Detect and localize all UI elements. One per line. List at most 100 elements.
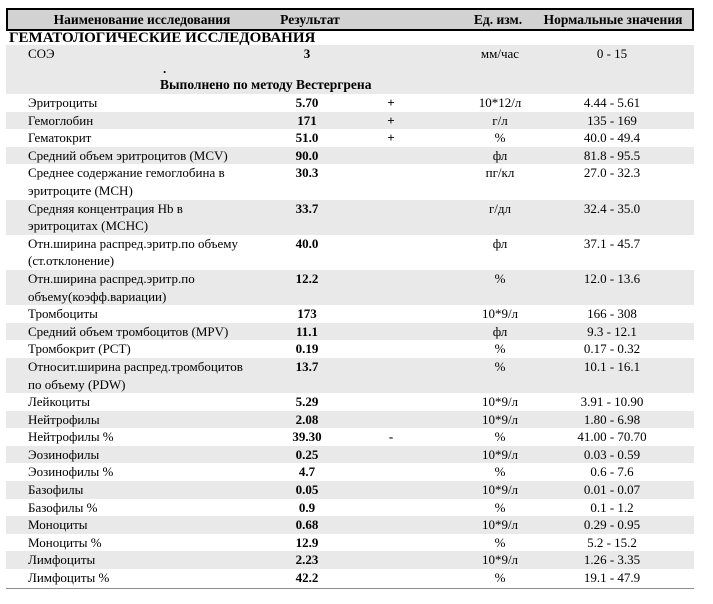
results-rows: Эритроциты 5.70 + 10*12/л 4.44 - 5.61 Ге… xyxy=(6,94,694,587)
test-name: Относит.ширина распред.тромбоцитов по об… xyxy=(28,358,243,392)
normal-range: 81.8 - 95.5 xyxy=(583,147,641,163)
result-value: 51.0 xyxy=(295,130,319,146)
column-header-result: Результат xyxy=(280,11,340,27)
result-value: 0.68 xyxy=(295,517,319,533)
table-row: СОЭ 3 мм/час 0 - 15 xyxy=(6,45,694,62)
unit-value: 10*9/л xyxy=(481,517,519,533)
normal-range: 166 - 308 xyxy=(587,306,637,322)
unit-value: % xyxy=(494,270,506,286)
table-row: Средняя концентрация Hb в эритроцитах (M… xyxy=(6,199,694,235)
unit-value: 10*9/л xyxy=(481,446,519,462)
unit-value: пг/кл xyxy=(485,165,515,181)
unit-value: % xyxy=(494,499,506,515)
result-value: 13.7 xyxy=(295,358,319,374)
unit-value: 10*9/л xyxy=(481,306,519,322)
test-name: Отн.ширина распред.эритр.по объему(коэфф… xyxy=(28,270,195,304)
result-flag: + xyxy=(387,130,395,146)
result-value: 3 xyxy=(303,46,311,61)
normal-range: 37.1 - 45.7 xyxy=(583,235,641,251)
test-name: Тромбокрит (PCT) xyxy=(28,341,131,357)
result-flag: + xyxy=(387,95,395,110)
result-value: 42.2 xyxy=(295,570,319,586)
result-value: 90.0 xyxy=(295,147,319,163)
normal-range: 3.91 - 10.90 xyxy=(580,394,644,410)
table-row: Базофилы 0.05 10*9/л 0.01 - 0.07 xyxy=(6,481,694,499)
test-name: Тромбоциты xyxy=(28,306,98,322)
unit-value: фл xyxy=(492,323,508,339)
unit-value: фл xyxy=(492,147,508,163)
unit-value: % xyxy=(494,130,506,146)
table-row: Отн.ширина распред.эритр.по объему(коэфф… xyxy=(6,269,694,306)
normal-range: 0.6 - 7.6 xyxy=(590,464,634,480)
section-title: ГЕМАТОЛОГИЧЕСКИЕ ИССЛЕДОВАНИЯ xyxy=(9,30,316,46)
table-row: Относит.ширина распред.тромбоцитов по об… xyxy=(6,357,694,394)
normal-range: 27.0 - 32.3 xyxy=(583,165,641,181)
normal-range: 10.1 - 16.1 xyxy=(583,358,641,374)
normal-range: 0.1 - 1.2 xyxy=(590,499,634,515)
result-value: 0.9 xyxy=(298,499,316,515)
result-value: 4.7 xyxy=(298,464,316,480)
table-row: Лейкоциты 5.29 10*9/л 3.91 - 10.90 xyxy=(6,393,694,411)
result-value: 2.08 xyxy=(295,411,319,427)
unit-value: 10*9/л xyxy=(481,552,519,568)
unit-value: % xyxy=(494,341,506,357)
normal-range: 0.17 - 0.32 xyxy=(583,341,641,357)
result-value: 0.25 xyxy=(295,446,319,462)
table-row: Средний объем эритроцитов (MCV) 90.0 фл … xyxy=(6,146,694,165)
test-name: Отн.ширина распред.эритр.по объему (ст.о… xyxy=(28,235,238,269)
unit-value: фл xyxy=(492,235,508,251)
table-row: Лимфоциты 2.23 10*9/л 1.26 - 3.35 xyxy=(6,551,694,570)
table-row: Тромбокрит (PCT) 0.19 % 0.17 - 0.32 xyxy=(6,340,694,358)
normal-range: 0.01 - 0.07 xyxy=(583,482,641,498)
unit-value: 10*9/л xyxy=(481,411,519,427)
test-name: Эозинофилы xyxy=(28,446,100,462)
table-row: Отн.ширина распред.эритр.по объему (ст.о… xyxy=(6,235,694,270)
result-flag: - xyxy=(388,429,394,445)
result-flag: + xyxy=(387,112,395,128)
normal-range: 4.44 - 5.61 xyxy=(583,95,641,110)
table-row: Гемоглобин 171 + г/л 135 - 169 xyxy=(6,111,694,130)
unit-value: 10*9/л xyxy=(481,482,519,498)
normal-range: 1.26 - 3.35 xyxy=(583,552,641,568)
table-row: Лимфоциты % 42.2 % 19.1 - 47.9 xyxy=(6,569,694,587)
test-name: Гематокрит xyxy=(28,130,92,146)
table-row: Эозинофилы 0.25 10*9/л 0.03 - 0.59 xyxy=(6,445,694,464)
result-value: 33.7 xyxy=(295,200,319,216)
test-name: Эозинофилы % xyxy=(28,464,114,480)
table-row: Гематокрит 51.0 + % 40.0 - 49.4 xyxy=(6,129,694,147)
test-name: Гемоглобин xyxy=(28,112,94,128)
test-name: Базофилы xyxy=(28,482,84,498)
normal-range: 9.3 - 12.1 xyxy=(587,323,637,339)
test-name: Среднее содержание гемоглобина в эритроц… xyxy=(28,165,225,198)
normal-range: 135 - 169 xyxy=(587,112,637,128)
result-value: 12.2 xyxy=(295,270,319,286)
result-value: 173 xyxy=(297,306,317,322)
test-name: Средняя концентрация Hb в эритроцитах (M… xyxy=(28,200,183,234)
test-name: Нейтрофилы % xyxy=(28,429,114,445)
table-bottom-rule xyxy=(6,588,694,589)
result-value: 171 xyxy=(297,112,317,128)
result-value: 0.19 xyxy=(295,341,319,357)
normal-range: 41.00 - 70.70 xyxy=(577,429,647,445)
column-header-normal-range: Нормальные значения xyxy=(543,11,683,27)
test-name: Моноциты % xyxy=(28,534,102,550)
test-name: Моноциты xyxy=(28,517,88,533)
result-value: 2.23 xyxy=(295,552,319,568)
table-row: Нейтрофилы % 39.30 - % 41.00 - 70.70 xyxy=(6,428,694,446)
table-row: Эозинофилы % 4.7 % 0.6 - 7.6 xyxy=(6,463,694,481)
normal-range: 19.1 - 47.9 xyxy=(583,570,641,586)
normal-range: 0.03 - 0.59 xyxy=(583,446,641,462)
test-name: Базофилы % xyxy=(28,499,98,515)
table-row: Нейтрофилы 2.08 10*9/л 1.80 - 6.98 xyxy=(6,410,694,429)
soe-block: СОЭ 3 мм/час 0 - 15 . Выполнено по метод… xyxy=(6,45,694,94)
table-row: Моноциты % 12.9 % 5.2 - 15.2 xyxy=(6,534,694,552)
unit-value: мм/час xyxy=(480,46,520,61)
normal-range: 0.29 - 0.95 xyxy=(583,517,641,533)
table-header-row: Наименование исследования Результат Ед. … xyxy=(6,8,694,31)
result-value: 12.9 xyxy=(295,534,319,550)
unit-value: % xyxy=(494,534,506,550)
unit-value: % xyxy=(494,570,506,586)
table-row: Средний объем тромбоцитов (MPV) 11.1 фл … xyxy=(6,322,694,341)
table-row: Базофилы % 0.9 % 0.1 - 1.2 xyxy=(6,499,694,517)
